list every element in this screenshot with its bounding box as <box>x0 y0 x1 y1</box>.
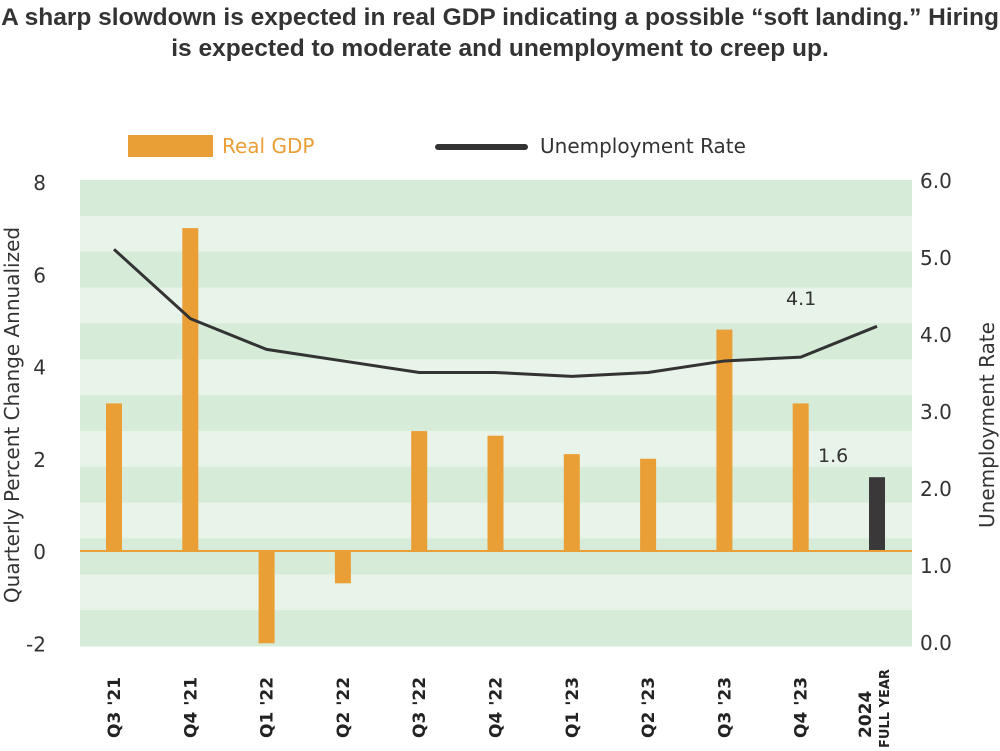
y2-tick-label: 2.0 <box>920 477 952 501</box>
bar-5 <box>487 435 504 551</box>
x-tick-label: Q3 '21 <box>105 677 125 738</box>
y2-tick-label: 3.0 <box>920 400 952 424</box>
background-bands <box>80 180 912 647</box>
band <box>80 359 912 396</box>
y-tick-label: 8 <box>33 171 46 195</box>
band <box>80 215 912 253</box>
y-tick-label: 2 <box>33 448 46 472</box>
band <box>80 610 912 647</box>
x-tick-label: Q2 '23 <box>639 677 659 738</box>
y-tick-label: 0 <box>33 540 46 564</box>
y-tick-label: -2 <box>26 632 46 656</box>
annotation-unemployment-2024: 4.1 <box>786 288 816 310</box>
legend: Real GDP Unemployment Rate <box>128 134 746 158</box>
x-tick-label: Q3 '22 <box>410 677 430 738</box>
band <box>80 395 912 432</box>
y-tick-label: 4 <box>33 356 46 380</box>
y-axis-label: Quarterly Percent Change Annualized <box>0 227 24 603</box>
x-tick-label: Q2 '22 <box>334 677 354 738</box>
bar-9 <box>792 403 809 551</box>
legend-swatch-gdp <box>128 135 213 157</box>
bar-4 <box>411 431 428 551</box>
band <box>80 251 912 289</box>
bar-1 <box>182 228 199 551</box>
x-tick-label: Q1 '22 <box>258 677 278 738</box>
bar-10 <box>869 477 885 551</box>
band <box>80 323 912 360</box>
chart-title: A sharp slowdown is expected in real GDP… <box>1 4 999 62</box>
bar-7 <box>640 458 657 551</box>
band <box>80 574 912 611</box>
bar-0 <box>106 403 122 551</box>
bar-2 <box>258 551 275 644</box>
x-tick-label: Q4 '23 <box>792 677 812 738</box>
x-tick-label: 2024 <box>856 691 876 738</box>
y-tick-label: 6 <box>33 263 46 287</box>
x-tick-label: FULL YEAR <box>878 669 893 748</box>
band <box>80 287 912 324</box>
band <box>80 180 912 217</box>
legend-label-gdp: Real GDP <box>222 134 314 158</box>
annotation-gdp-2024: 1.6 <box>818 445 848 467</box>
y2-tick-label: 6.0 <box>920 169 952 193</box>
bar-6 <box>563 454 580 551</box>
x-tick-label: Q4 '21 <box>181 677 201 738</box>
x-tick-label: Q4 '22 <box>487 677 507 738</box>
legend-label-unemployment: Unemployment Rate <box>540 134 746 158</box>
bar-8 <box>716 329 733 551</box>
bar-3 <box>334 551 351 584</box>
y2-tick-label: 5.0 <box>920 246 952 270</box>
y2-axis-label: Unemployment Rate <box>975 322 999 528</box>
y2-tick-label: 4.0 <box>920 323 952 347</box>
x-tick-label: Q1 '23 <box>563 677 583 738</box>
y2-tick-label: 1.0 <box>920 554 952 578</box>
y2-tick-label: 0.0 <box>920 631 952 655</box>
x-tick-label: Q3 '23 <box>715 677 735 738</box>
